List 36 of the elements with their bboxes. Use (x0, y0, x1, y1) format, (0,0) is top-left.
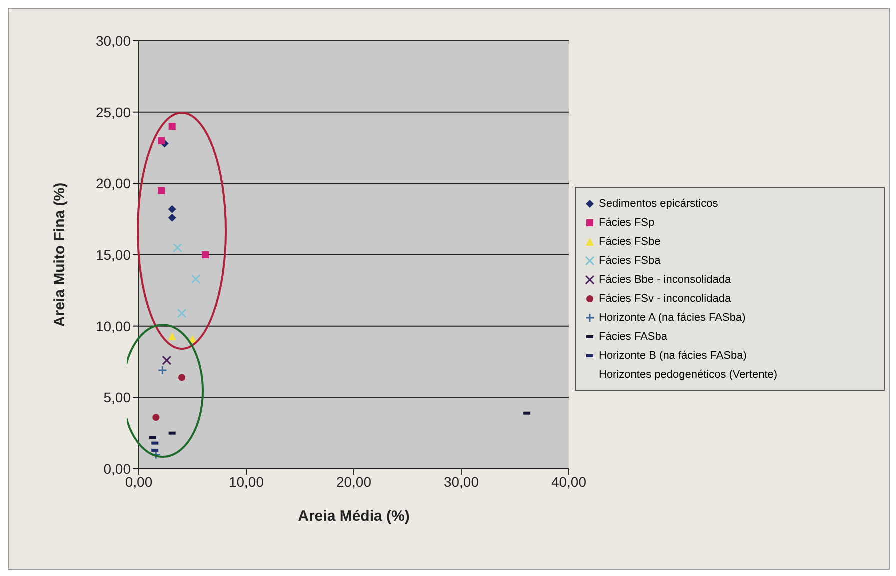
point (152, 414, 160, 422)
legend-label: Fácies FSv - inconcolidada (599, 292, 732, 304)
point (178, 374, 186, 382)
legend-label: Fácies FSba (599, 254, 661, 266)
point (158, 187, 166, 194)
y-tick-label: 15,00 (96, 246, 132, 263)
x-tick-label: 20,00 (336, 474, 372, 490)
y-tick-label: 10,00 (96, 318, 132, 334)
x-tick-label: 10,00 (228, 474, 264, 490)
y-tick-label: 30,00 (96, 32, 132, 49)
legend-label: Horizonte A (na fácies FASba) (599, 312, 746, 324)
point (172, 243, 182, 253)
legend-label: Fácies Bbe - inconsolidada (599, 274, 732, 286)
x-tick-label: 30,00 (444, 474, 480, 490)
y-tick-label: 20,00 (96, 176, 132, 192)
point (168, 205, 176, 214)
y-axis-title: Areia Muito Fina (%) (51, 182, 68, 328)
x-axis-title: Areia Média (%) (298, 508, 410, 525)
point (191, 274, 201, 284)
text: Horizontes pedogenéticos (Vertente) (599, 368, 778, 380)
y-tick-label: 25,00 (96, 104, 132, 120)
point (168, 214, 176, 222)
y-tick-label: 5,00 (104, 390, 132, 406)
x-tick-label: 40,00 (551, 474, 587, 490)
point (158, 366, 168, 376)
point (162, 356, 172, 366)
point (177, 308, 187, 318)
legend-label: Fácies FSp (599, 216, 655, 228)
point (168, 123, 176, 130)
legend-label: Fácies FASba (599, 330, 668, 342)
point (202, 252, 210, 258)
point (168, 332, 176, 340)
legend-label: Sedimentos epicársticos (599, 198, 718, 210)
point (158, 137, 166, 144)
legend-label: Horizonte B (na fácies FASba) (599, 350, 747, 362)
legend-label: Fácies FSbe (599, 236, 661, 248)
